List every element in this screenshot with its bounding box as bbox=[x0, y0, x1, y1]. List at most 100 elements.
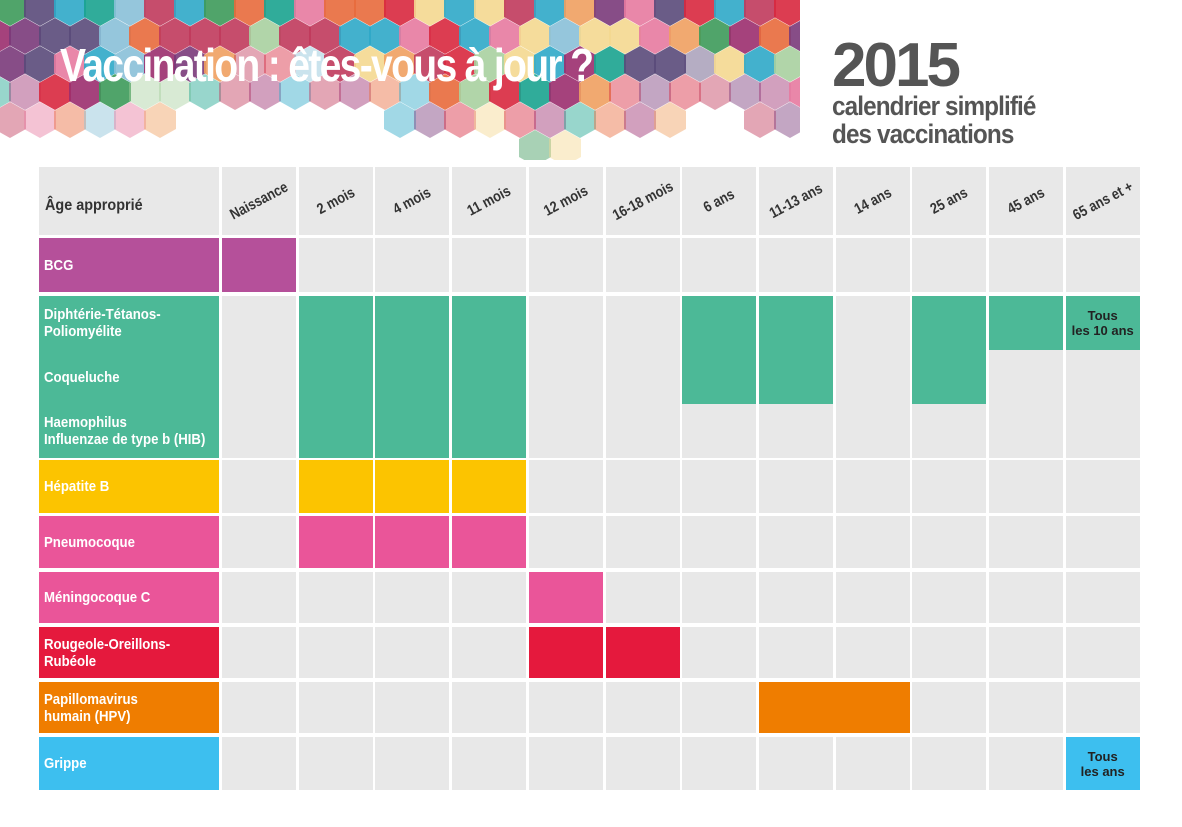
column-header: 65 ans et + bbox=[1065, 167, 1140, 235]
subtitle: calendrier simplifié des vaccinations bbox=[832, 92, 1036, 148]
hexagon-shape bbox=[564, 0, 596, 26]
hexagon-shape bbox=[519, 130, 551, 160]
row-label-hepb: Hépatite B bbox=[39, 460, 219, 513]
hexagon-shape bbox=[69, 74, 101, 110]
column-header: 14 ans bbox=[835, 167, 910, 235]
hexagon-shape bbox=[24, 0, 56, 26]
schedule-cell-hepb bbox=[452, 460, 527, 513]
empty-cell bbox=[528, 682, 603, 733]
schedule-cell-dtp bbox=[912, 296, 987, 404]
schedule-cell-dtp bbox=[452, 296, 527, 458]
vaccine-name: Pneumocoque bbox=[44, 533, 135, 551]
column-header: 45 ans bbox=[989, 167, 1063, 235]
empty-cell bbox=[835, 516, 910, 568]
hexagon-shape bbox=[504, 0, 536, 26]
empty-cell bbox=[222, 516, 296, 568]
schedule-cell-bcg bbox=[222, 238, 296, 292]
hexagon-shape bbox=[669, 74, 701, 110]
column-header: 4 mois bbox=[375, 167, 450, 235]
hexagon-shape bbox=[684, 0, 716, 26]
empty-cell bbox=[835, 737, 910, 790]
schedule-cell-dtp: Tous les 10 ans bbox=[1065, 296, 1140, 350]
hexagon-shape bbox=[429, 18, 461, 54]
column-header: 12 mois bbox=[528, 167, 603, 235]
hexagon-shape bbox=[549, 18, 581, 54]
hexagon-shape bbox=[444, 102, 476, 138]
hexagon-shape bbox=[729, 74, 761, 110]
empty-cell bbox=[298, 238, 373, 292]
empty-cell bbox=[222, 737, 296, 790]
schedule-cell-dtp bbox=[682, 296, 757, 404]
empty-cell bbox=[528, 296, 603, 458]
hexagon-shape bbox=[504, 102, 536, 138]
schedule-cell-dtp bbox=[298, 296, 373, 458]
hexagon-shape bbox=[444, 46, 476, 82]
empty-cell bbox=[912, 238, 987, 292]
hexagon-shape bbox=[459, 18, 491, 54]
schedule-note: Tous les ans bbox=[1080, 748, 1125, 779]
hexagon-shape bbox=[744, 102, 776, 138]
empty-cell bbox=[682, 460, 757, 513]
row-label-hpv: Papillomavirus humain (HPV) bbox=[39, 682, 219, 733]
empty-cell bbox=[528, 460, 603, 513]
hexagon-shape bbox=[279, 74, 311, 110]
hexagon-shape bbox=[294, 0, 326, 26]
hexagon-shape bbox=[684, 46, 716, 82]
hexagon-shape bbox=[189, 74, 221, 110]
hexagon-shape bbox=[639, 18, 671, 54]
row-label-bcg: BCG bbox=[39, 238, 219, 292]
empty-cell bbox=[835, 627, 910, 678]
empty-cell bbox=[912, 460, 987, 513]
empty-cell bbox=[605, 516, 680, 568]
empty-cell bbox=[222, 682, 296, 733]
hexagon-shape bbox=[579, 74, 611, 110]
hexagon-pattern-banner bbox=[0, 0, 800, 160]
empty-cell bbox=[605, 296, 680, 458]
column-label: 65 ans et + bbox=[1069, 178, 1136, 224]
schedule-cell-ror bbox=[605, 627, 680, 678]
empty-cell bbox=[298, 572, 373, 623]
empty-cell bbox=[1065, 516, 1140, 568]
empty-cell bbox=[605, 682, 680, 733]
hexagon-shape bbox=[474, 46, 506, 82]
schedule-cell-pneumo bbox=[375, 516, 450, 568]
empty-cell bbox=[452, 572, 527, 623]
hexagon-shape bbox=[609, 18, 641, 54]
row-label-grippe: Grippe bbox=[39, 737, 219, 790]
hexagon-shape bbox=[174, 0, 206, 26]
hexagon-shape bbox=[114, 46, 146, 82]
empty-cell bbox=[605, 737, 680, 790]
hexagon-shape bbox=[129, 74, 161, 110]
schedule-cell-hpv bbox=[758, 682, 910, 733]
hexagon-shape bbox=[654, 46, 686, 82]
empty-cell bbox=[682, 516, 757, 568]
empty-cell bbox=[452, 737, 527, 790]
hexagon-shape bbox=[204, 0, 236, 26]
hexagon-shape bbox=[39, 74, 71, 110]
schedule-note: Tous les 10 ans bbox=[1071, 308, 1134, 338]
empty-cell bbox=[758, 572, 833, 623]
hexagon-shape bbox=[339, 74, 371, 110]
hexagon-shape bbox=[354, 46, 386, 82]
empty-cell bbox=[989, 737, 1063, 790]
hexagon-shape bbox=[759, 74, 791, 110]
hexagon-shape bbox=[774, 46, 800, 82]
empty-cell bbox=[452, 682, 527, 733]
hexagon-shape bbox=[219, 74, 251, 110]
empty-cell bbox=[912, 516, 987, 568]
column-label: 4 mois bbox=[390, 184, 435, 218]
hexagon-shape bbox=[759, 18, 791, 54]
vaccine-name: Hépatite B bbox=[44, 478, 110, 495]
empty-cell bbox=[222, 627, 296, 678]
empty-cell bbox=[298, 682, 373, 733]
hexagon-shape bbox=[744, 46, 776, 82]
hexagon-shape bbox=[0, 76, 11, 108]
hexagon-shape bbox=[414, 0, 446, 26]
hexagon-shape bbox=[189, 18, 221, 54]
hexagon-shape bbox=[624, 0, 656, 26]
hexagon-shape bbox=[429, 74, 461, 110]
hexagon-shape bbox=[564, 46, 596, 82]
empty-cell bbox=[989, 627, 1063, 678]
row-label-menin: Méningocoque C bbox=[39, 572, 219, 623]
column-label: 14 ans bbox=[851, 184, 895, 218]
